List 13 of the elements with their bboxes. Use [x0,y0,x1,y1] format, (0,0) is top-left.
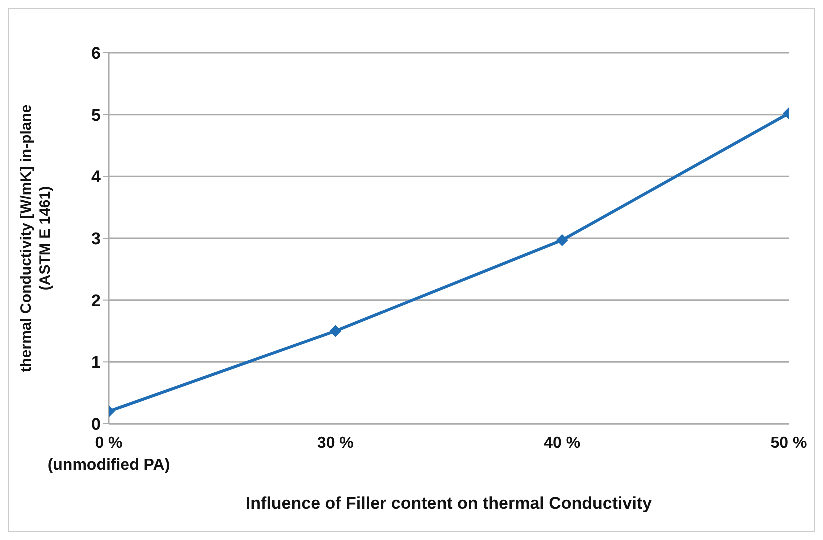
y-tick-label: 1 [92,353,101,372]
y-tick-label: 0 [92,415,101,434]
x-tick-label: 40 % [544,435,581,452]
y-tick-label: 3 [92,230,101,249]
y-tick-label: 2 [92,291,101,310]
y-tick-label: 4 [92,168,102,187]
x-tick-label: 30 % [317,435,354,452]
x-tick-label: 50 % [770,435,808,452]
x-axis-title: Influence of Filler content on thermal Conductivity [246,494,653,513]
y-axis-title: thermal Conductivity [W/mK] in-plane (ASTM E 1461) [18,104,54,372]
y-tick-label: 6 [92,44,101,64]
y-tick-label: 5 [92,106,101,125]
x-tick-label: 0 % (unmodified PA) [48,435,170,474]
